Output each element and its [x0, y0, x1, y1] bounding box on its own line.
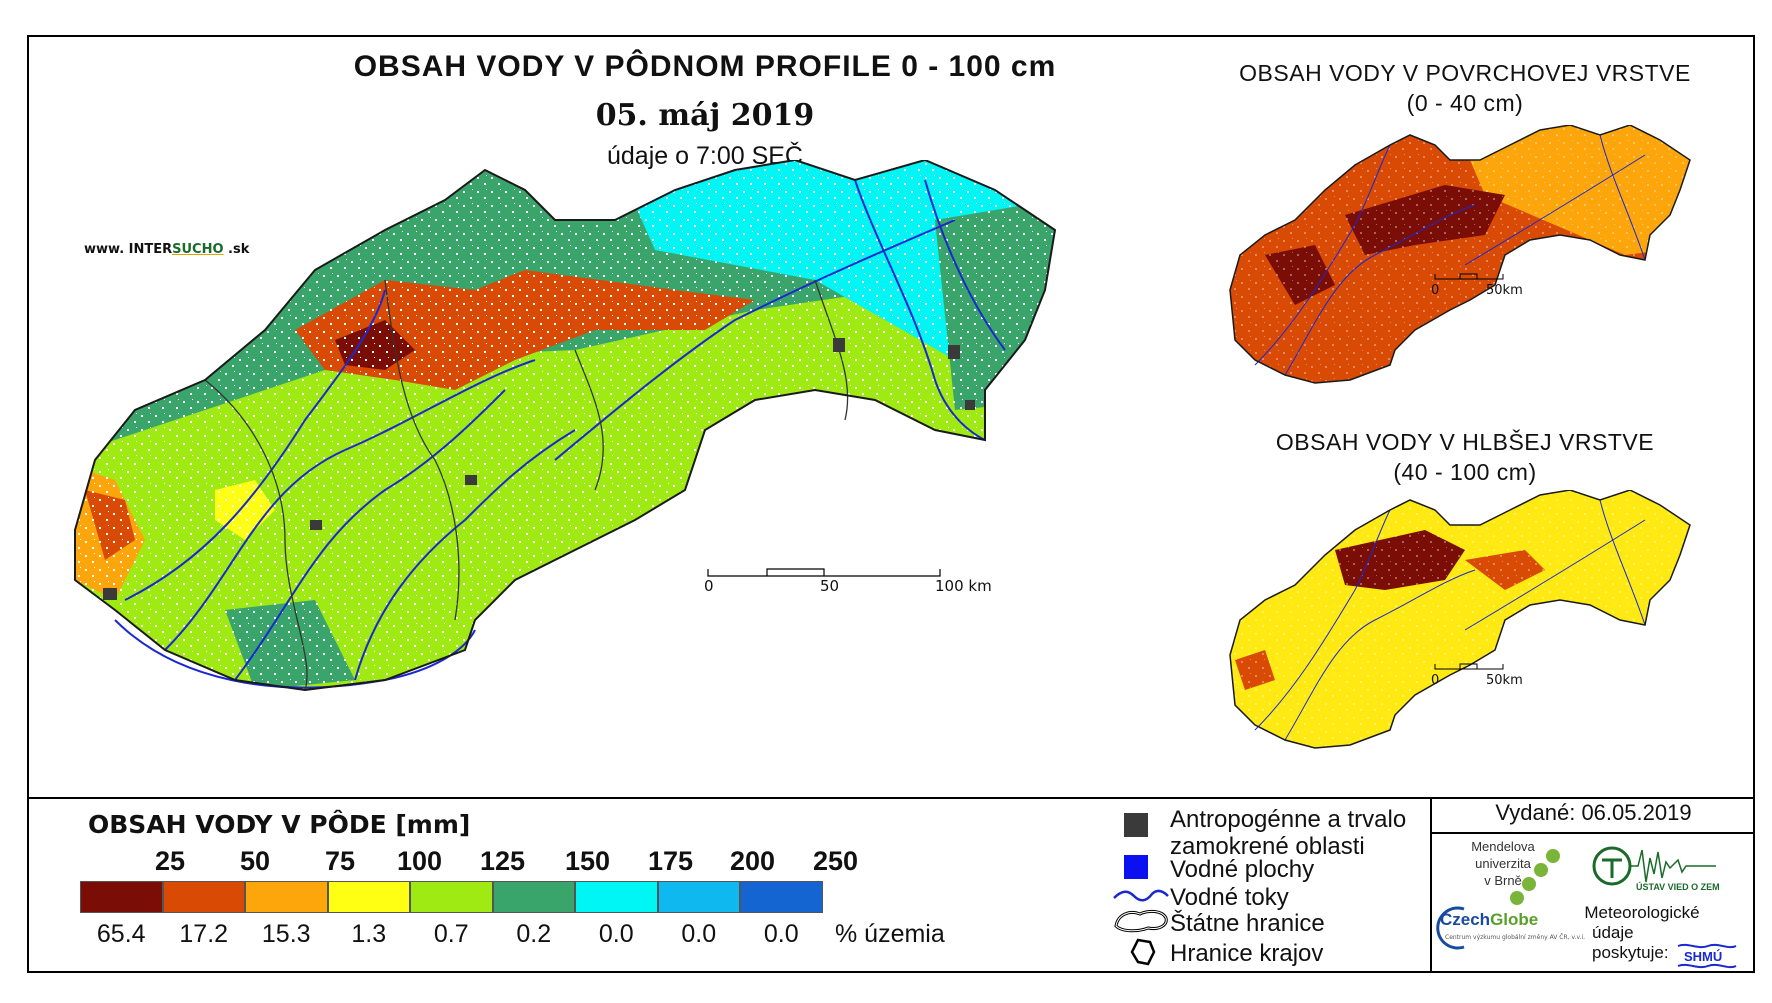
legend-threshold-250: 250 — [812, 846, 858, 876]
legend-color-box-6 — [492, 881, 575, 913]
legend-color-box-2 — [162, 881, 245, 913]
legend-color-box-1 — [80, 881, 163, 913]
legend-threshold-125: 125 — [479, 846, 525, 876]
water-streams-icon — [1113, 889, 1169, 902]
legend-threshold-50: 50 — [239, 846, 270, 876]
legend-percent-9: 0.0 — [763, 920, 799, 948]
inset-bottom-title-block: OBSAH VODY V HLBŠEJ VRSTVE (40 - 100 cm) — [1230, 427, 1700, 487]
czechglobe-subtitle: Centrum výzkumu globální změny AV ČR, v.… — [1445, 934, 1586, 941]
inset-bottom-scale-0: 0 — [1431, 673, 1439, 688]
shmu-logo: SHMÚ — [1676, 943, 1738, 969]
issued-date: Vydané: 06.05.2019 — [1495, 800, 1692, 825]
legend-title: OBSAH VODY V PÔDE [mm] — [88, 810, 471, 839]
legend-color-box-7 — [575, 881, 658, 913]
inset-bottom-subtitle: (40 - 100 cm) — [1393, 459, 1537, 485]
inset-top-surface-layer-map: 0 50km — [1229, 125, 1691, 384]
legend-color-box-9 — [740, 881, 823, 913]
main-scale-bar — [707, 568, 941, 577]
legend-state-border-label: Štátne hranice — [1170, 910, 1325, 937]
inset-bottom-scale-50: 50km — [1486, 673, 1523, 688]
legend-percent-6: 0.2 — [516, 920, 552, 948]
legend-threshold-75: 75 — [324, 846, 355, 876]
inset-top-scale-0: 0 — [1431, 283, 1439, 298]
legend-region-border-label: Hranice krajov — [1170, 940, 1324, 967]
legend-threshold-175: 175 — [647, 846, 693, 876]
mendelu-dots-logo — [1510, 849, 1560, 905]
legend-water-bodies-label: Vodné plochy — [1170, 856, 1315, 883]
legend-water-streams-label: Vodné toky — [1170, 884, 1289, 911]
meteo-data-provider-text: Meteorologické údaje poskytuje: — [1584, 903, 1700, 962]
main-scale-label-0: 0 — [704, 577, 714, 595]
legend-color-box-5 — [410, 881, 493, 913]
inset-top-scale-50: 50km — [1486, 283, 1523, 298]
legend-color-box-8 — [657, 881, 740, 913]
legend-threshold-100: 100 — [396, 846, 442, 876]
legend-percent-3: 15.3 — [261, 920, 311, 948]
legend-percent-2: 17.2 — [179, 920, 229, 948]
legend-percent-1: 65.4 — [96, 920, 146, 948]
czechglobe-logo-arc — [1436, 906, 1465, 950]
svg-text:SHMÚ: SHMÚ — [1684, 949, 1722, 964]
main-scale-label-50: 50 — [820, 577, 839, 595]
legend-threshold-200: 200 — [729, 846, 775, 876]
issued-divider — [1430, 832, 1755, 834]
inset-top-scale-bar — [1434, 273, 1504, 280]
inset-top-title: OBSAH VODY V POVRCHOVEJ VRSTVE — [1239, 60, 1691, 86]
legend-percent-label: % územia — [835, 920, 945, 948]
legend-percent-7: 0.0 — [598, 920, 634, 948]
legend-percent-4: 1.3 — [351, 920, 387, 948]
main-map-date: 05. máj 2019 — [595, 98, 815, 133]
legend-threshold-150: 150 — [564, 846, 610, 876]
inset-bottom-scale-bar — [1434, 663, 1504, 670]
legend-threshold-25: 25 — [154, 846, 185, 876]
region-border-icon — [1130, 938, 1156, 966]
main-scale-label-100: 100 km — [935, 577, 992, 595]
inset-bottom-title: OBSAH VODY V HLBŠEJ VRSTVE — [1275, 429, 1655, 455]
legend-percent-8: 0.0 — [681, 920, 717, 948]
main-map-title: OBSAH VODY V PÔDNOM PROFILE 0 - 100 cm — [353, 50, 1057, 83]
legend-anthropogenic-label: Antropogénne a trvalo zamokrené oblasti — [1170, 806, 1407, 860]
state-border-icon — [1114, 909, 1168, 933]
footer-divider — [1430, 797, 1432, 973]
website-link[interactable]: www. INTERSUCHO .sk — [84, 242, 250, 257]
svg-text:ÚSTAV VIED O ZEMI: ÚSTAV VIED O ZEMI — [1636, 881, 1720, 892]
water-bodies-swatch — [1124, 855, 1148, 879]
inset-bottom-deep-layer-map: 0 50km — [1229, 490, 1691, 749]
legend-color-box-3 — [245, 881, 328, 913]
legend-percent-5: 0.7 — [433, 920, 469, 948]
legend-color-box-4 — [327, 881, 410, 913]
czechglobe-logo-text: CzechGlobe — [1440, 910, 1539, 929]
main-soil-moisture-map: 0 50 100 km — [74, 160, 1056, 691]
inset-top-title-block: OBSAH VODY V POVRCHOVEJ VRSTVE (0 - 40 c… — [1230, 58, 1700, 118]
anthropogenic-area-swatch — [1124, 813, 1148, 837]
ustav-vied-o-zemi-logo: ÚSTAV VIED O ZEMI — [1592, 846, 1720, 892]
mendelu-logo-text: Mendelova univerzita v Brně — [1471, 839, 1535, 888]
legend-divider — [27, 797, 1755, 799]
inset-top-subtitle: (0 - 40 cm) — [1406, 90, 1524, 116]
